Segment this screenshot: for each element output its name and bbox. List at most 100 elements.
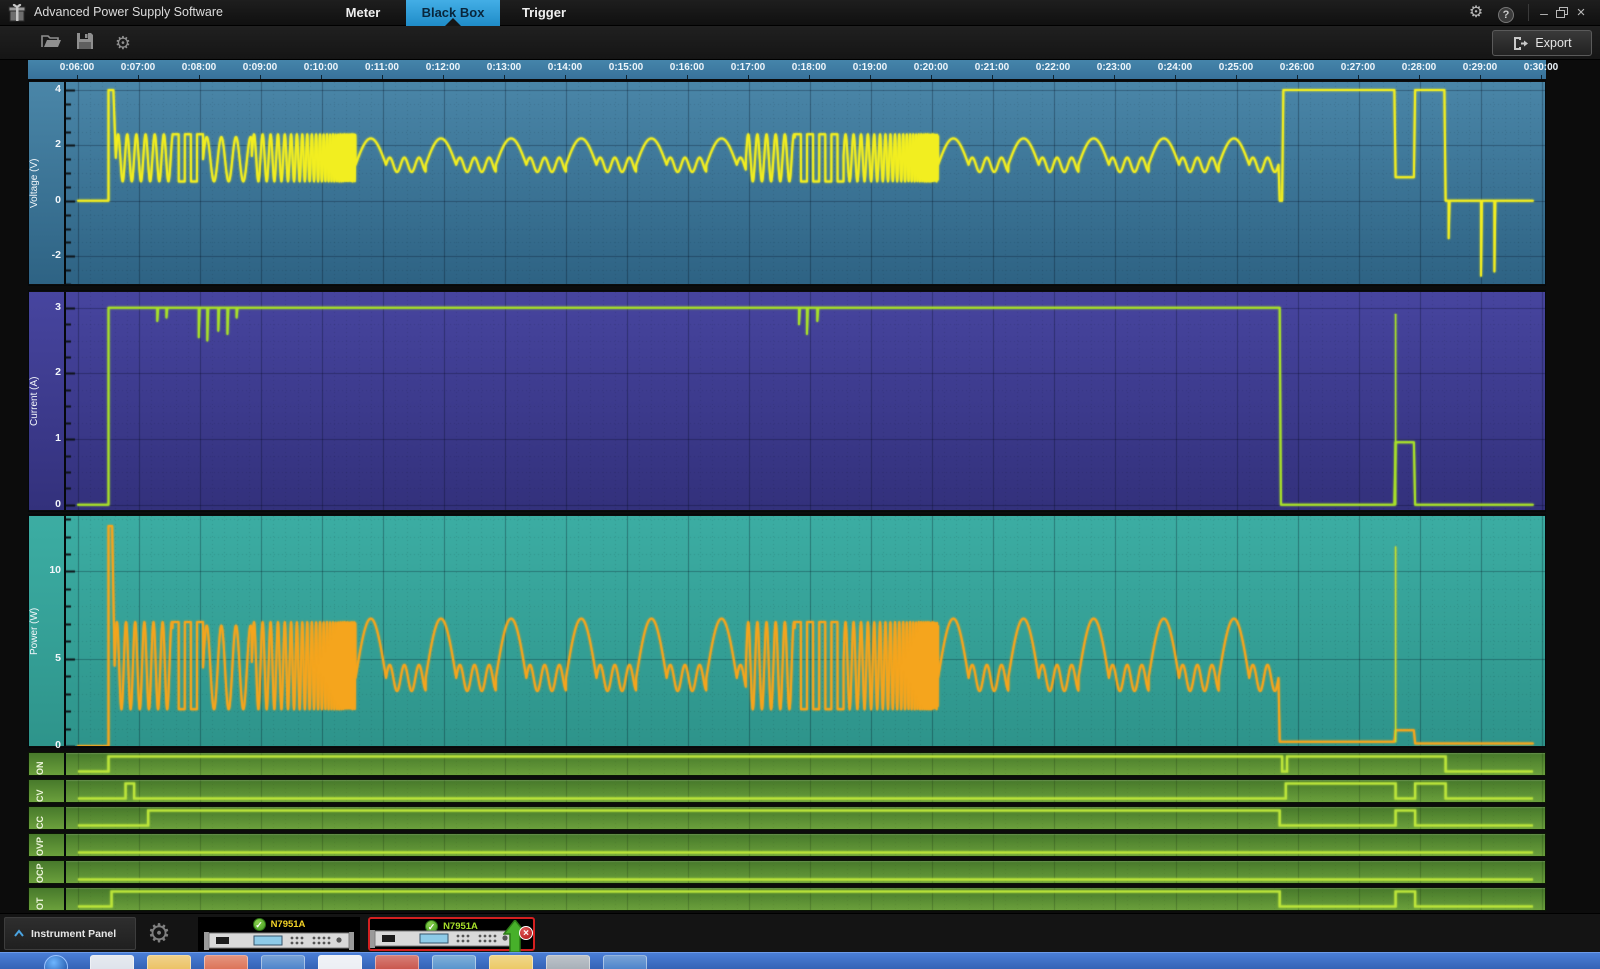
- windows-taskbar: [0, 952, 1600, 969]
- open-file-button[interactable]: [38, 31, 64, 55]
- status-row-label: ON: [35, 761, 45, 776]
- instrument-bar: Instrument Panel ⚙ ✓ N7951A ✓ N7951A: [0, 913, 1600, 952]
- gear-icon: ⚙: [114, 33, 132, 53]
- voltage-axis-gutter: Voltage (V) 4 2 0 -2: [29, 82, 64, 284]
- help-icon[interactable]: ?: [1496, 4, 1516, 23]
- status-row-ovp: OVP: [28, 833, 1546, 857]
- time-tick-mark: [626, 75, 627, 79]
- status-row-plot: [64, 861, 1545, 883]
- time-tick-mark: [321, 75, 322, 79]
- taskbar-icon[interactable]: [147, 955, 191, 969]
- taskbar-icon[interactable]: [432, 955, 476, 969]
- time-tick-label: 0:26:00: [1279, 62, 1315, 73]
- current-panel: Current (A) 3 2 1 0: [28, 290, 1546, 512]
- instrument-settings-button[interactable]: ⚙: [142, 916, 176, 950]
- tab-black-box-label: Black Box: [421, 5, 485, 20]
- time-tick-label: 0:10:00: [303, 62, 339, 73]
- tab-black-box[interactable]: Black Box: [406, 0, 500, 26]
- y-tick-label: 0: [55, 193, 61, 206]
- time-tick-mark: [1175, 75, 1176, 79]
- time-tick-label: 0:29:00: [1462, 62, 1498, 73]
- time-tick-label: 0:27:00: [1340, 62, 1376, 73]
- start-button[interactable]: [44, 955, 68, 969]
- voltage-panel: Voltage (V) 4 2 0 -2: [28, 80, 1546, 286]
- status-row-plot: [64, 834, 1545, 856]
- minimize-button[interactable]: –: [1540, 5, 1548, 21]
- status-row-gutter: OCP: [29, 861, 64, 883]
- close-button[interactable]: ×: [1576, 4, 1586, 21]
- taskbar-icon[interactable]: [489, 955, 533, 969]
- taskbar-icon[interactable]: [261, 955, 305, 969]
- time-tick-mark: [1114, 75, 1115, 79]
- y-tick-label: 4: [55, 82, 61, 95]
- status-row-label: OVP: [35, 836, 45, 856]
- time-tick-label: 0:17:00: [730, 62, 766, 73]
- status-row-canvas: [66, 888, 1545, 910]
- y-tick-label: 10: [49, 564, 61, 577]
- taskbar-icon[interactable]: [546, 955, 590, 969]
- instrument-panel-toggle[interactable]: Instrument Panel: [4, 917, 136, 950]
- blackbox-chart-area: 0:06:00 0:07:00 0:08:00 0:09:00 0:10:00 0:11:…: [28, 60, 1558, 913]
- time-tick-label: 0:19:00: [852, 62, 888, 73]
- time-tick-label: 0:28:00: [1401, 62, 1437, 73]
- time-tick-mark: [504, 75, 505, 79]
- status-row-canvas: [66, 861, 1545, 883]
- taskbar-icon[interactable]: [318, 955, 362, 969]
- time-tick-label: 0:13:00: [486, 62, 522, 73]
- taskbar-icon[interactable]: [603, 955, 647, 969]
- power-axis-gutter: Power (W) 10 5 0: [29, 516, 64, 751]
- time-tick-label: 0:07:00: [120, 62, 156, 73]
- tab-trigger[interactable]: Trigger: [521, 5, 567, 20]
- app-icon: [8, 3, 26, 22]
- taskbar-icon[interactable]: [204, 955, 248, 969]
- current-plot: [64, 292, 1545, 510]
- time-axis: 0:06:00 0:07:00 0:08:00 0:09:00 0:10:00 0:11:…: [28, 60, 1558, 80]
- power-panel: Power (W) 10 5 0: [28, 514, 1546, 751]
- time-tick-label: 0:24:00: [1157, 62, 1193, 73]
- voltage-plot: [64, 82, 1545, 284]
- y-tick-label: 3: [55, 300, 61, 313]
- status-row-plot: [64, 888, 1545, 910]
- y-tick-label: 5: [55, 651, 61, 664]
- help-question-mark: ?: [1498, 7, 1514, 23]
- voltage-axis-title: Voltage (V): [29, 158, 40, 208]
- time-tick-label: 0:09:00: [242, 62, 278, 73]
- time-tick-label: 0:14:00: [547, 62, 583, 73]
- remove-instrument-icon[interactable]: ×: [519, 926, 533, 940]
- status-row-plot: [64, 807, 1545, 829]
- y-tick-label: 2: [55, 138, 61, 151]
- export-icon: [1514, 36, 1529, 50]
- instrument-model-2: N7951A: [443, 920, 478, 932]
- time-tick-mark: [1297, 75, 1298, 79]
- chart-settings-button[interactable]: ⚙: [110, 31, 136, 55]
- y-tick-label: 0: [55, 739, 61, 751]
- status-row-on: ON: [28, 752, 1546, 776]
- taskbar-icon[interactable]: [375, 955, 419, 969]
- instrument-image-1: [204, 932, 354, 950]
- time-tick-label: 0:30:00: [1523, 62, 1559, 73]
- time-tick-mark: [77, 75, 78, 79]
- taskbar-icon[interactable]: [90, 955, 134, 969]
- connected-check-icon: ✓: [252, 917, 266, 931]
- export-button[interactable]: Export: [1492, 30, 1592, 56]
- time-tick-mark: [809, 75, 810, 79]
- restore-button[interactable]: [1552, 4, 1572, 22]
- time-tick-label: 0:11:00: [365, 62, 399, 73]
- instrument-card-1[interactable]: ✓ N7951A: [198, 917, 360, 951]
- instrument-card-2-selected[interactable]: ✓ N7951A ×: [368, 917, 535, 952]
- time-tick-mark: [1480, 75, 1481, 79]
- active-tab-notch: [445, 18, 461, 26]
- voltage-waveform-canvas: [66, 82, 1545, 284]
- y-tick-label: 2: [55, 366, 61, 379]
- settings-gear-icon[interactable]: ⚙: [1468, 4, 1484, 21]
- time-tick-mark: [138, 75, 139, 79]
- y-tick-label: 1: [55, 432, 61, 445]
- status-row-label: CV: [35, 789, 45, 802]
- time-tick-label: 0:18:00: [791, 62, 827, 73]
- save-button[interactable]: [72, 31, 98, 55]
- instrument-image-2: [369, 930, 520, 948]
- time-tick-mark: [199, 75, 200, 79]
- time-tick-label: 0:16:00: [669, 62, 705, 73]
- save-floppy-icon: [77, 33, 93, 49]
- tab-meter[interactable]: Meter: [345, 5, 381, 20]
